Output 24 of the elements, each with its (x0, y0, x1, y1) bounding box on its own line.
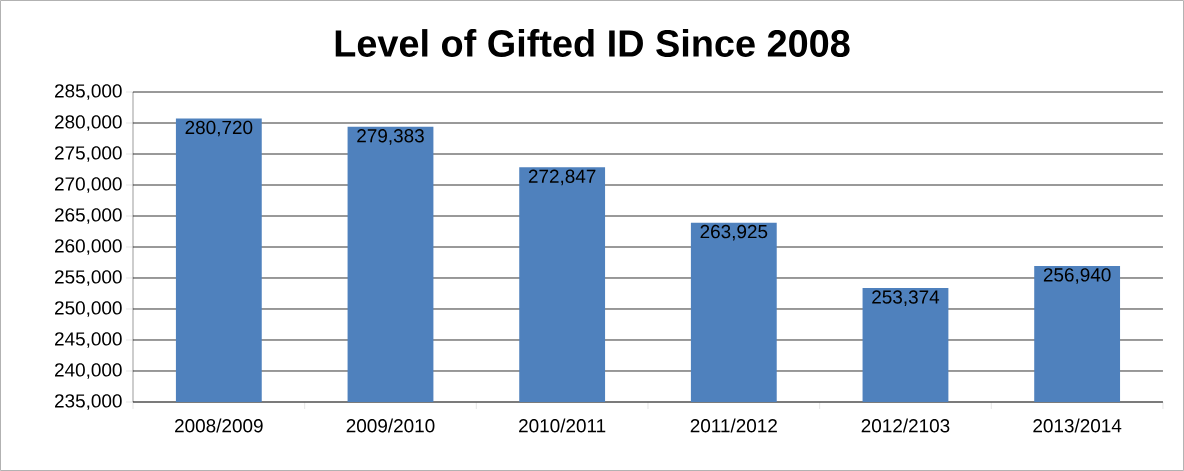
x-tick-label: 2010/2011 (519, 418, 606, 433)
x-tick-label: 2008/2009 (175, 418, 263, 433)
x-tick-label: 2011/2012 (690, 418, 777, 433)
y-tick-label: 240,000 (55, 363, 122, 379)
y-tick-label: 245,000 (55, 332, 122, 348)
y-tick-label: 235,000 (55, 394, 122, 410)
data-label: 263,925 (700, 224, 768, 241)
data-label: 272,847 (528, 169, 596, 186)
y-tick-label: 270,000 (55, 177, 122, 193)
x-tick-label: 2013/2014 (1033, 418, 1122, 433)
y-tick-label: 265,000 (55, 208, 122, 224)
y-tick-label: 280,000 (55, 115, 122, 131)
y-tick-label: 255,000 (55, 270, 122, 286)
data-label: 253,374 (872, 290, 940, 306)
chart-title: Level of Gifted ID Since 2008 (335, 29, 850, 57)
x-tick-label: 2012/2103 (861, 418, 950, 433)
y-tick-label: 250,000 (55, 301, 122, 317)
data-label: 280,720 (185, 120, 253, 137)
data-label: 279,383 (357, 129, 424, 145)
data-label: 256,940 (1043, 268, 1111, 284)
y-tick-label: 260,000 (55, 239, 122, 255)
y-tick-label: 275,000 (55, 146, 122, 162)
x-tick-label: 2009/2010 (346, 418, 435, 433)
y-tick-label: 285,000 (55, 84, 122, 100)
